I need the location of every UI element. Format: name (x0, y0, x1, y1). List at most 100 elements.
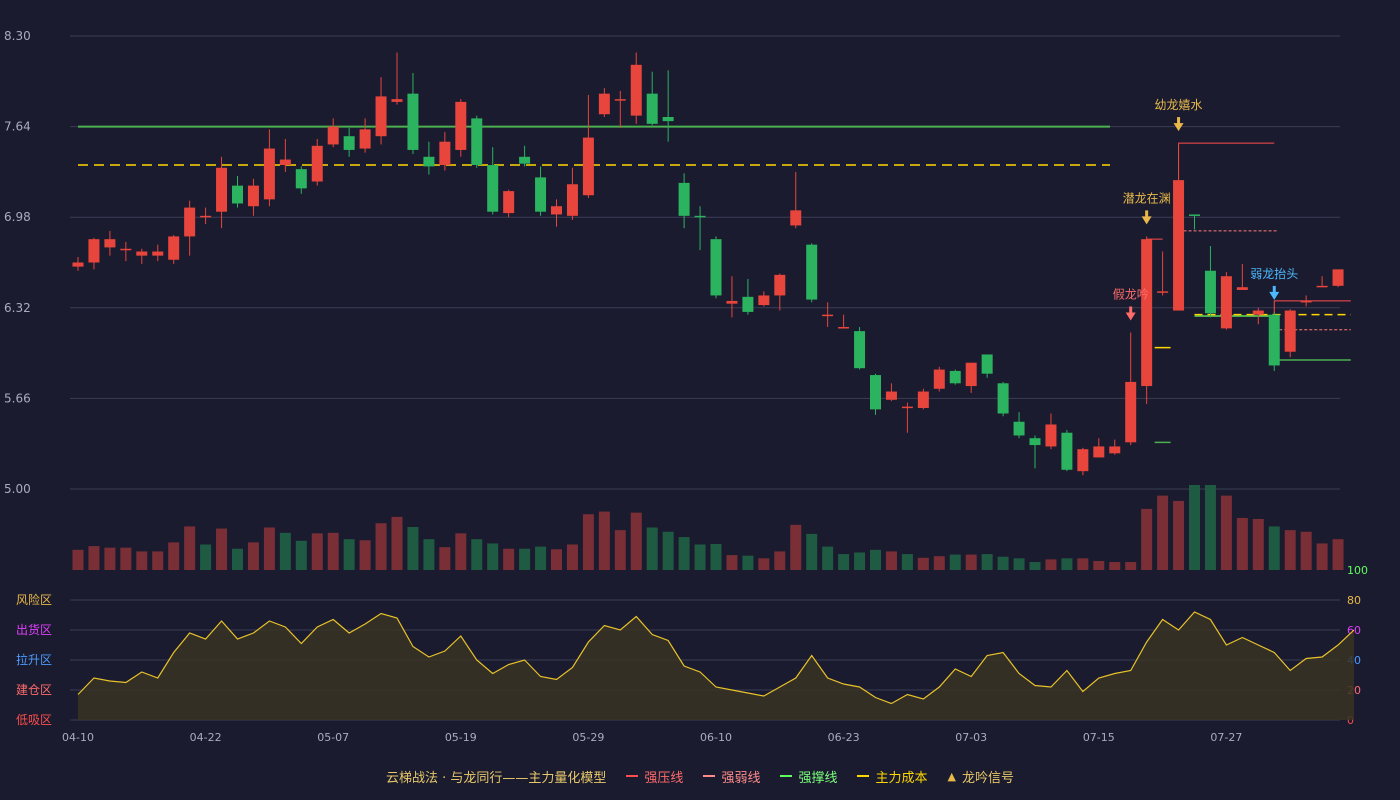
volume-bar (1252, 519, 1264, 570)
volume-bar (838, 554, 850, 570)
candle-body (535, 177, 547, 212)
signal-arrow-stem (1145, 210, 1149, 218)
candle-body (917, 391, 929, 409)
candle-body (1029, 438, 1041, 446)
candle-body (1236, 287, 1248, 290)
candle-body (391, 99, 403, 102)
candle-body (327, 126, 339, 145)
candle-body (1141, 239, 1153, 387)
candle-body (503, 191, 515, 214)
volume-bar (375, 523, 387, 570)
candle-body (439, 141, 451, 166)
volume-bar (120, 547, 132, 570)
volume-bar (1268, 526, 1280, 570)
volume-bar (1316, 543, 1328, 570)
legend-title: 云梯战法 · 与龙同行——主力量化模型 (386, 770, 607, 786)
candle-body (678, 182, 690, 216)
zone-label: 建仓区 (16, 683, 52, 697)
volume-bar (870, 549, 881, 570)
candle-body (1061, 432, 1073, 470)
oscillator-area (78, 612, 1354, 720)
legend-item-strong-weak: 强弱线 (703, 767, 760, 786)
volume-bar (854, 552, 866, 570)
volume-bar (885, 551, 897, 570)
candle-body (1109, 446, 1121, 454)
volume-bar (311, 533, 323, 570)
volume-bar (168, 542, 180, 570)
candle-body (997, 383, 1009, 414)
price-axis-label: 5.66 (4, 391, 31, 405)
volume-bar (774, 551, 786, 570)
volume-bar (232, 548, 243, 570)
volume-bar (216, 528, 228, 570)
volume-bar (694, 544, 706, 570)
signal-arrow-icon (1125, 312, 1136, 321)
volume-bar (136, 551, 148, 570)
candle-body (1284, 310, 1296, 352)
volume-bar (519, 548, 531, 570)
oscillator-line (77, 611, 1355, 705)
candle-body (88, 239, 100, 263)
candle-body (1157, 291, 1169, 293)
volume-bar (1204, 485, 1216, 570)
candle-body (1013, 421, 1025, 436)
candle-body (104, 239, 116, 248)
zone-label: 低吸区 (16, 713, 52, 727)
candle-body (184, 207, 196, 237)
oscillator-axis-label: 100 (1347, 564, 1368, 577)
candle-body (822, 314, 834, 317)
candle-body (168, 236, 180, 260)
candle-body (582, 137, 594, 196)
signal-arrow-stem (1129, 306, 1133, 314)
volume-bar (551, 549, 562, 570)
signal-arrow-icon (1173, 123, 1184, 132)
volume-bar (88, 546, 100, 570)
candle-body (1252, 310, 1264, 315)
candle-body (487, 165, 499, 212)
candle-body (72, 262, 84, 267)
volume-bar (917, 557, 929, 570)
volume-bar (1013, 558, 1025, 570)
volume-bar (1189, 485, 1200, 570)
volume-bar (423, 539, 435, 570)
volume-bar (1332, 539, 1344, 570)
candle-body (200, 215, 212, 218)
volume-bar (1173, 500, 1185, 570)
chart-legend: 云梯战法 · 与龙同行——主力量化模型 强压线 强弱线 强撑线 主力成本 ▲ 龙… (0, 764, 1400, 788)
signal-arrow-icon (1141, 216, 1152, 225)
candle-body (774, 274, 786, 296)
candle-body (758, 295, 770, 306)
signal-label: 弱龙抬头 (1250, 267, 1298, 281)
legend-line-icon (780, 775, 793, 777)
candle-body (375, 96, 387, 137)
x-axis-label: 05-29 (572, 731, 604, 744)
triangle-icon: ▲ (947, 769, 956, 783)
candle-body (311, 145, 323, 182)
volume-bar (790, 524, 802, 570)
volume-bar (295, 540, 307, 570)
volume-bar (72, 549, 84, 570)
volume-bar (582, 514, 594, 570)
candle-body (614, 99, 626, 101)
price-axis-label: 8.30 (4, 29, 31, 43)
candle-body (519, 156, 531, 164)
candle-body (566, 184, 578, 216)
candle-body (965, 362, 977, 387)
volume-bar (614, 530, 626, 570)
candle-body (742, 296, 754, 312)
volume-bar (439, 547, 451, 570)
x-axis-label: 07-27 (1210, 731, 1242, 744)
volume-bar (1077, 558, 1089, 570)
candle-body (854, 331, 866, 369)
signal-label: 潜龙在渊 (1123, 191, 1171, 205)
candle-body (407, 93, 419, 150)
candle-body (295, 169, 307, 189)
volume-bar (662, 531, 674, 570)
candle-body (726, 300, 738, 304)
volume-bar (806, 533, 818, 570)
candle-body (694, 215, 706, 218)
signal-label: 幼龙嬉水 (1155, 98, 1203, 112)
volume-bar (1157, 495, 1169, 570)
x-axis-label: 05-19 (445, 731, 477, 744)
volume-bar (933, 556, 945, 570)
